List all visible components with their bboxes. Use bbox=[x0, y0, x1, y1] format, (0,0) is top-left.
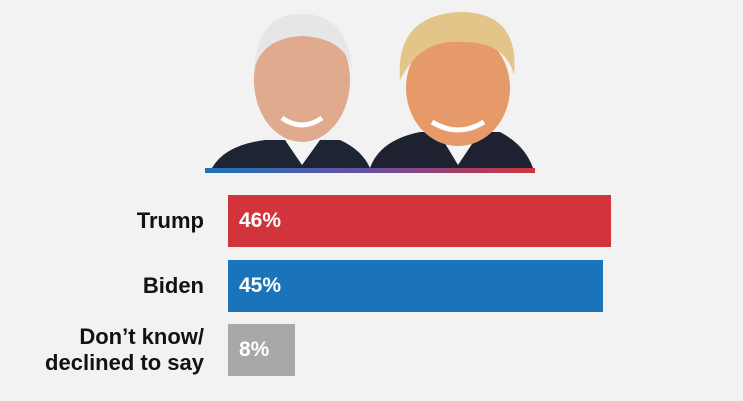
value-label: 45% bbox=[239, 273, 282, 297]
bar: 8% bbox=[228, 324, 295, 376]
value-label: 8% bbox=[239, 338, 270, 361]
trump-photo bbox=[370, 12, 533, 168]
bar-row: Trump 46% bbox=[0, 195, 743, 247]
category-label: Don’t know/ declined to say bbox=[45, 324, 204, 375]
bar-row: Don’t know/ declined to say 8% bbox=[0, 324, 743, 376]
category-label: Biden bbox=[142, 272, 204, 298]
photo-underline bbox=[205, 168, 535, 173]
candidate-photos bbox=[205, 12, 535, 173]
bar: 46% bbox=[228, 195, 612, 247]
bar: 45% bbox=[228, 259, 603, 312]
category-label: Trump bbox=[136, 208, 204, 233]
bar-row: Biden 45% bbox=[0, 259, 743, 312]
biden-photo bbox=[212, 13, 370, 168]
value-label: 46% bbox=[239, 209, 282, 232]
